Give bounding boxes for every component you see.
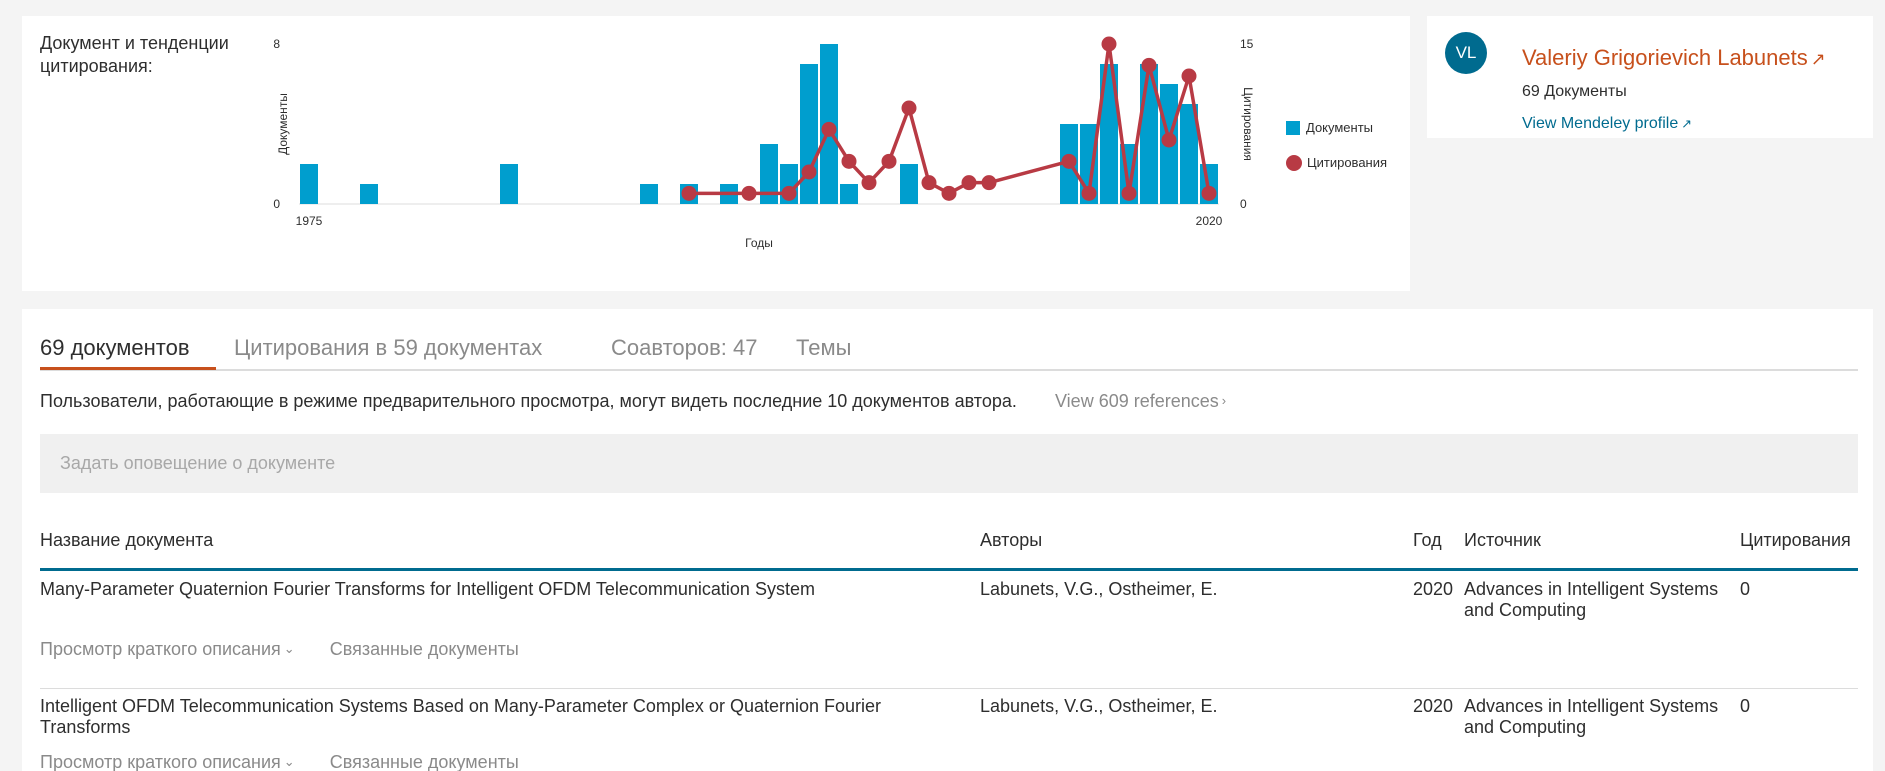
dot-swatch-icon bbox=[1286, 154, 1302, 171]
document-year: 2020 bbox=[1413, 579, 1454, 599]
y2-axis-title: Цитирования bbox=[1241, 87, 1255, 161]
citation-point bbox=[941, 185, 957, 201]
y-tick-label: 0 bbox=[273, 197, 280, 211]
header-title[interactable]: Название документа bbox=[40, 530, 214, 550]
citation-point bbox=[881, 153, 897, 169]
tab-coauthors[interactable]: Соавторов: 47 bbox=[611, 335, 758, 360]
document-source[interactable]: Advances in Intelligent Systems and Comp… bbox=[1464, 579, 1719, 620]
documents-citations-chart: 8 0 15 0 1975 2020 Годы Документы Цитирования bbox=[273, 36, 1255, 250]
document-bar bbox=[800, 64, 818, 204]
document-bar bbox=[1180, 104, 1198, 204]
related-documents-link[interactable]: Связанные документы bbox=[329, 752, 519, 771]
legend-item-documents[interactable]: Документы bbox=[1286, 110, 1387, 145]
y2-tick-label: 0 bbox=[1240, 197, 1247, 211]
document-source[interactable]: Advances in Intelligent Systems and Comp… bbox=[1464, 696, 1719, 737]
x-tick-label: 2020 bbox=[1196, 214, 1223, 228]
documents-panel: 69 документов Цитирования в 59 документа… bbox=[22, 309, 1873, 771]
citation-point bbox=[1201, 185, 1217, 201]
document-bar bbox=[300, 164, 318, 204]
document-bar bbox=[640, 184, 658, 204]
active-tab-indicator bbox=[40, 367, 216, 370]
chevron-down-icon: ⌄ bbox=[283, 754, 295, 769]
y-axis-title: Документы bbox=[276, 93, 290, 155]
preview-notice: Пользователи, работающие в режиме предва… bbox=[40, 391, 1017, 411]
citation-point bbox=[921, 175, 937, 191]
citation-point bbox=[1181, 68, 1197, 84]
author-profile-card: VL Valeriy Grigorievich Labunets ↗ 69 Док… bbox=[1427, 16, 1873, 138]
tabs-bar: 69 документов Цитирования в 59 документа… bbox=[40, 325, 1858, 371]
row-actions: Просмотр краткого описания ⌄ Связанные до… bbox=[40, 752, 549, 771]
document-bar bbox=[840, 184, 858, 204]
citation-point bbox=[781, 185, 797, 201]
view-references-label: View 609 references bbox=[1055, 391, 1219, 411]
chart-heading: Документ и тенденции цитирования: bbox=[40, 33, 229, 76]
header-authors[interactable]: Авторы bbox=[980, 530, 1043, 550]
document-citations: 0 bbox=[1740, 579, 1751, 599]
citation-point bbox=[1081, 185, 1097, 201]
view-references-link[interactable]: View 609 references › bbox=[1055, 391, 1226, 412]
citation-point bbox=[1161, 132, 1177, 148]
view-abstract-label: Просмотр краткого описания bbox=[40, 639, 281, 659]
avatar: VL bbox=[1445, 32, 1487, 74]
author-name-link[interactable]: Valeriy Grigorievich Labunets ↗ bbox=[1522, 45, 1825, 71]
legend-label-documents: Документы bbox=[1306, 120, 1374, 135]
view-abstract-button[interactable]: Просмотр краткого описания ⌄ bbox=[40, 639, 295, 660]
row-actions: Просмотр краткого описания ⌄ Связанные до… bbox=[40, 639, 549, 660]
documents-count: 69 Документы bbox=[1522, 83, 1627, 100]
document-bar bbox=[900, 164, 918, 204]
citation-point bbox=[821, 121, 837, 137]
chevron-right-icon: › bbox=[1221, 393, 1227, 408]
document-alert-input[interactable] bbox=[40, 434, 1858, 493]
citation-point bbox=[841, 153, 857, 169]
chart-legend: Документы Цитирования bbox=[1286, 110, 1387, 180]
table-header: Название документа Авторы Год Источник Ц… bbox=[40, 519, 1858, 571]
citation-point bbox=[861, 175, 877, 191]
mendeley-link-label: View Mendeley profile bbox=[1522, 115, 1679, 132]
citation-point bbox=[1141, 57, 1157, 73]
document-citations: 0 bbox=[1740, 696, 1751, 716]
y-tick-label: 8 bbox=[273, 37, 280, 51]
document-bar bbox=[360, 184, 378, 204]
mendeley-profile-link[interactable]: View Mendeley profile ↗ bbox=[1522, 115, 1692, 133]
document-bar bbox=[1100, 64, 1118, 204]
citation-point bbox=[1121, 185, 1137, 201]
document-title-link[interactable]: Many-Parameter Quaternion Fourier Transf… bbox=[40, 579, 815, 599]
document-authors[interactable]: Labunets, V.G., Ostheimer, E. bbox=[980, 696, 1218, 716]
chevron-down-icon: ⌄ bbox=[283, 641, 295, 656]
citation-point bbox=[901, 100, 917, 116]
citation-point bbox=[681, 185, 697, 201]
tab-citations[interactable]: Цитирования в 59 документах bbox=[234, 335, 543, 360]
citation-point bbox=[1101, 36, 1117, 52]
legend-label-citations: Цитирования bbox=[1307, 155, 1388, 170]
citation-point bbox=[741, 185, 757, 201]
legend-item-citations[interactable]: Цитирования bbox=[1286, 145, 1387, 180]
document-bar bbox=[500, 164, 518, 204]
header-citations[interactable]: Цитирования bbox=[1740, 530, 1851, 550]
document-year: 2020 bbox=[1413, 696, 1454, 716]
tab-documents[interactable]: 69 документов bbox=[40, 335, 190, 360]
tab-topics[interactable]: Темы bbox=[796, 335, 852, 360]
citation-point bbox=[801, 164, 817, 180]
header-year[interactable]: Год bbox=[1413, 530, 1442, 550]
table-row: Intelligent OFDM Telecommunication Syste… bbox=[40, 696, 1858, 771]
author-name: Valeriy Grigorievich Labunets bbox=[1522, 45, 1808, 70]
related-documents-link[interactable]: Связанные документы bbox=[329, 639, 519, 659]
citation-point bbox=[961, 175, 977, 191]
citation-point bbox=[981, 175, 997, 191]
header-source[interactable]: Источник bbox=[1464, 530, 1541, 550]
bar-swatch-icon bbox=[1286, 120, 1300, 135]
external-link-icon: ↗ bbox=[1681, 116, 1692, 131]
document-title-link[interactable]: Intelligent OFDM Telecommunication Syste… bbox=[40, 696, 882, 737]
x-tick-label: 1975 bbox=[296, 214, 323, 228]
y2-tick-label: 15 bbox=[1240, 37, 1254, 51]
document-authors[interactable]: Labunets, V.G., Ostheimer, E. bbox=[980, 579, 1218, 599]
view-abstract-button[interactable]: Просмотр краткого описания ⌄ bbox=[40, 752, 295, 771]
external-link-icon: ↗ bbox=[1810, 49, 1826, 69]
document-bar bbox=[760, 144, 778, 204]
citation-point bbox=[1061, 153, 1077, 169]
chart-card: Документ и тенденции цитирования: 8 0 15 0 1… bbox=[22, 16, 1410, 291]
view-abstract-label: Просмотр краткого описания bbox=[40, 752, 281, 771]
table-row: Many-Parameter Quaternion Fourier Transf… bbox=[40, 579, 1858, 689]
x-axis-title: Годы bbox=[745, 236, 773, 250]
